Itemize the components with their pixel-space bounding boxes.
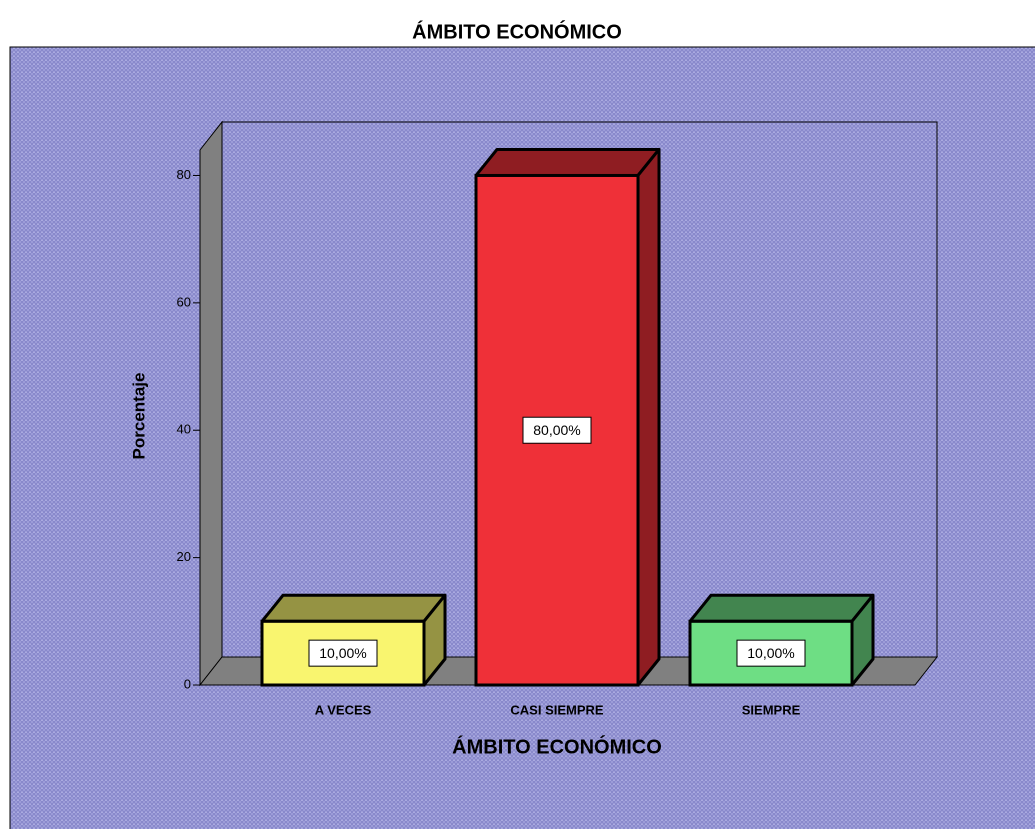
side-wall	[199, 120, 223, 687]
bar-top	[260, 593, 447, 623]
bar-top	[688, 593, 875, 623]
bar-side	[636, 147, 661, 687]
y-axis-label: Porcentaje	[129, 373, 148, 460]
y-tick-label: 20	[177, 549, 191, 564]
x-tick-label: A VECES	[315, 702, 372, 717]
value-label-box	[736, 639, 806, 667]
value-label: 10,00%	[319, 645, 366, 661]
chart-title: ÁMBITO ECONÓMICO	[412, 19, 622, 43]
x-tick-label: CASI SIEMPRE	[510, 702, 604, 717]
y-tick-label: 80	[177, 167, 191, 182]
value-label: 10,00%	[747, 645, 794, 661]
value-label-box	[308, 639, 378, 667]
bar-top	[474, 147, 661, 177]
x-axis-label: ÁMBITO ECONÓMICO	[452, 734, 662, 758]
y-tick-label: 60	[177, 294, 191, 309]
x-tick-label: SIEMPRE	[742, 702, 801, 717]
y-tick-label: 0	[184, 676, 191, 691]
y-tick-label: 40	[177, 422, 191, 437]
value-label: 80,00%	[533, 422, 580, 438]
value-label-box	[522, 416, 592, 444]
